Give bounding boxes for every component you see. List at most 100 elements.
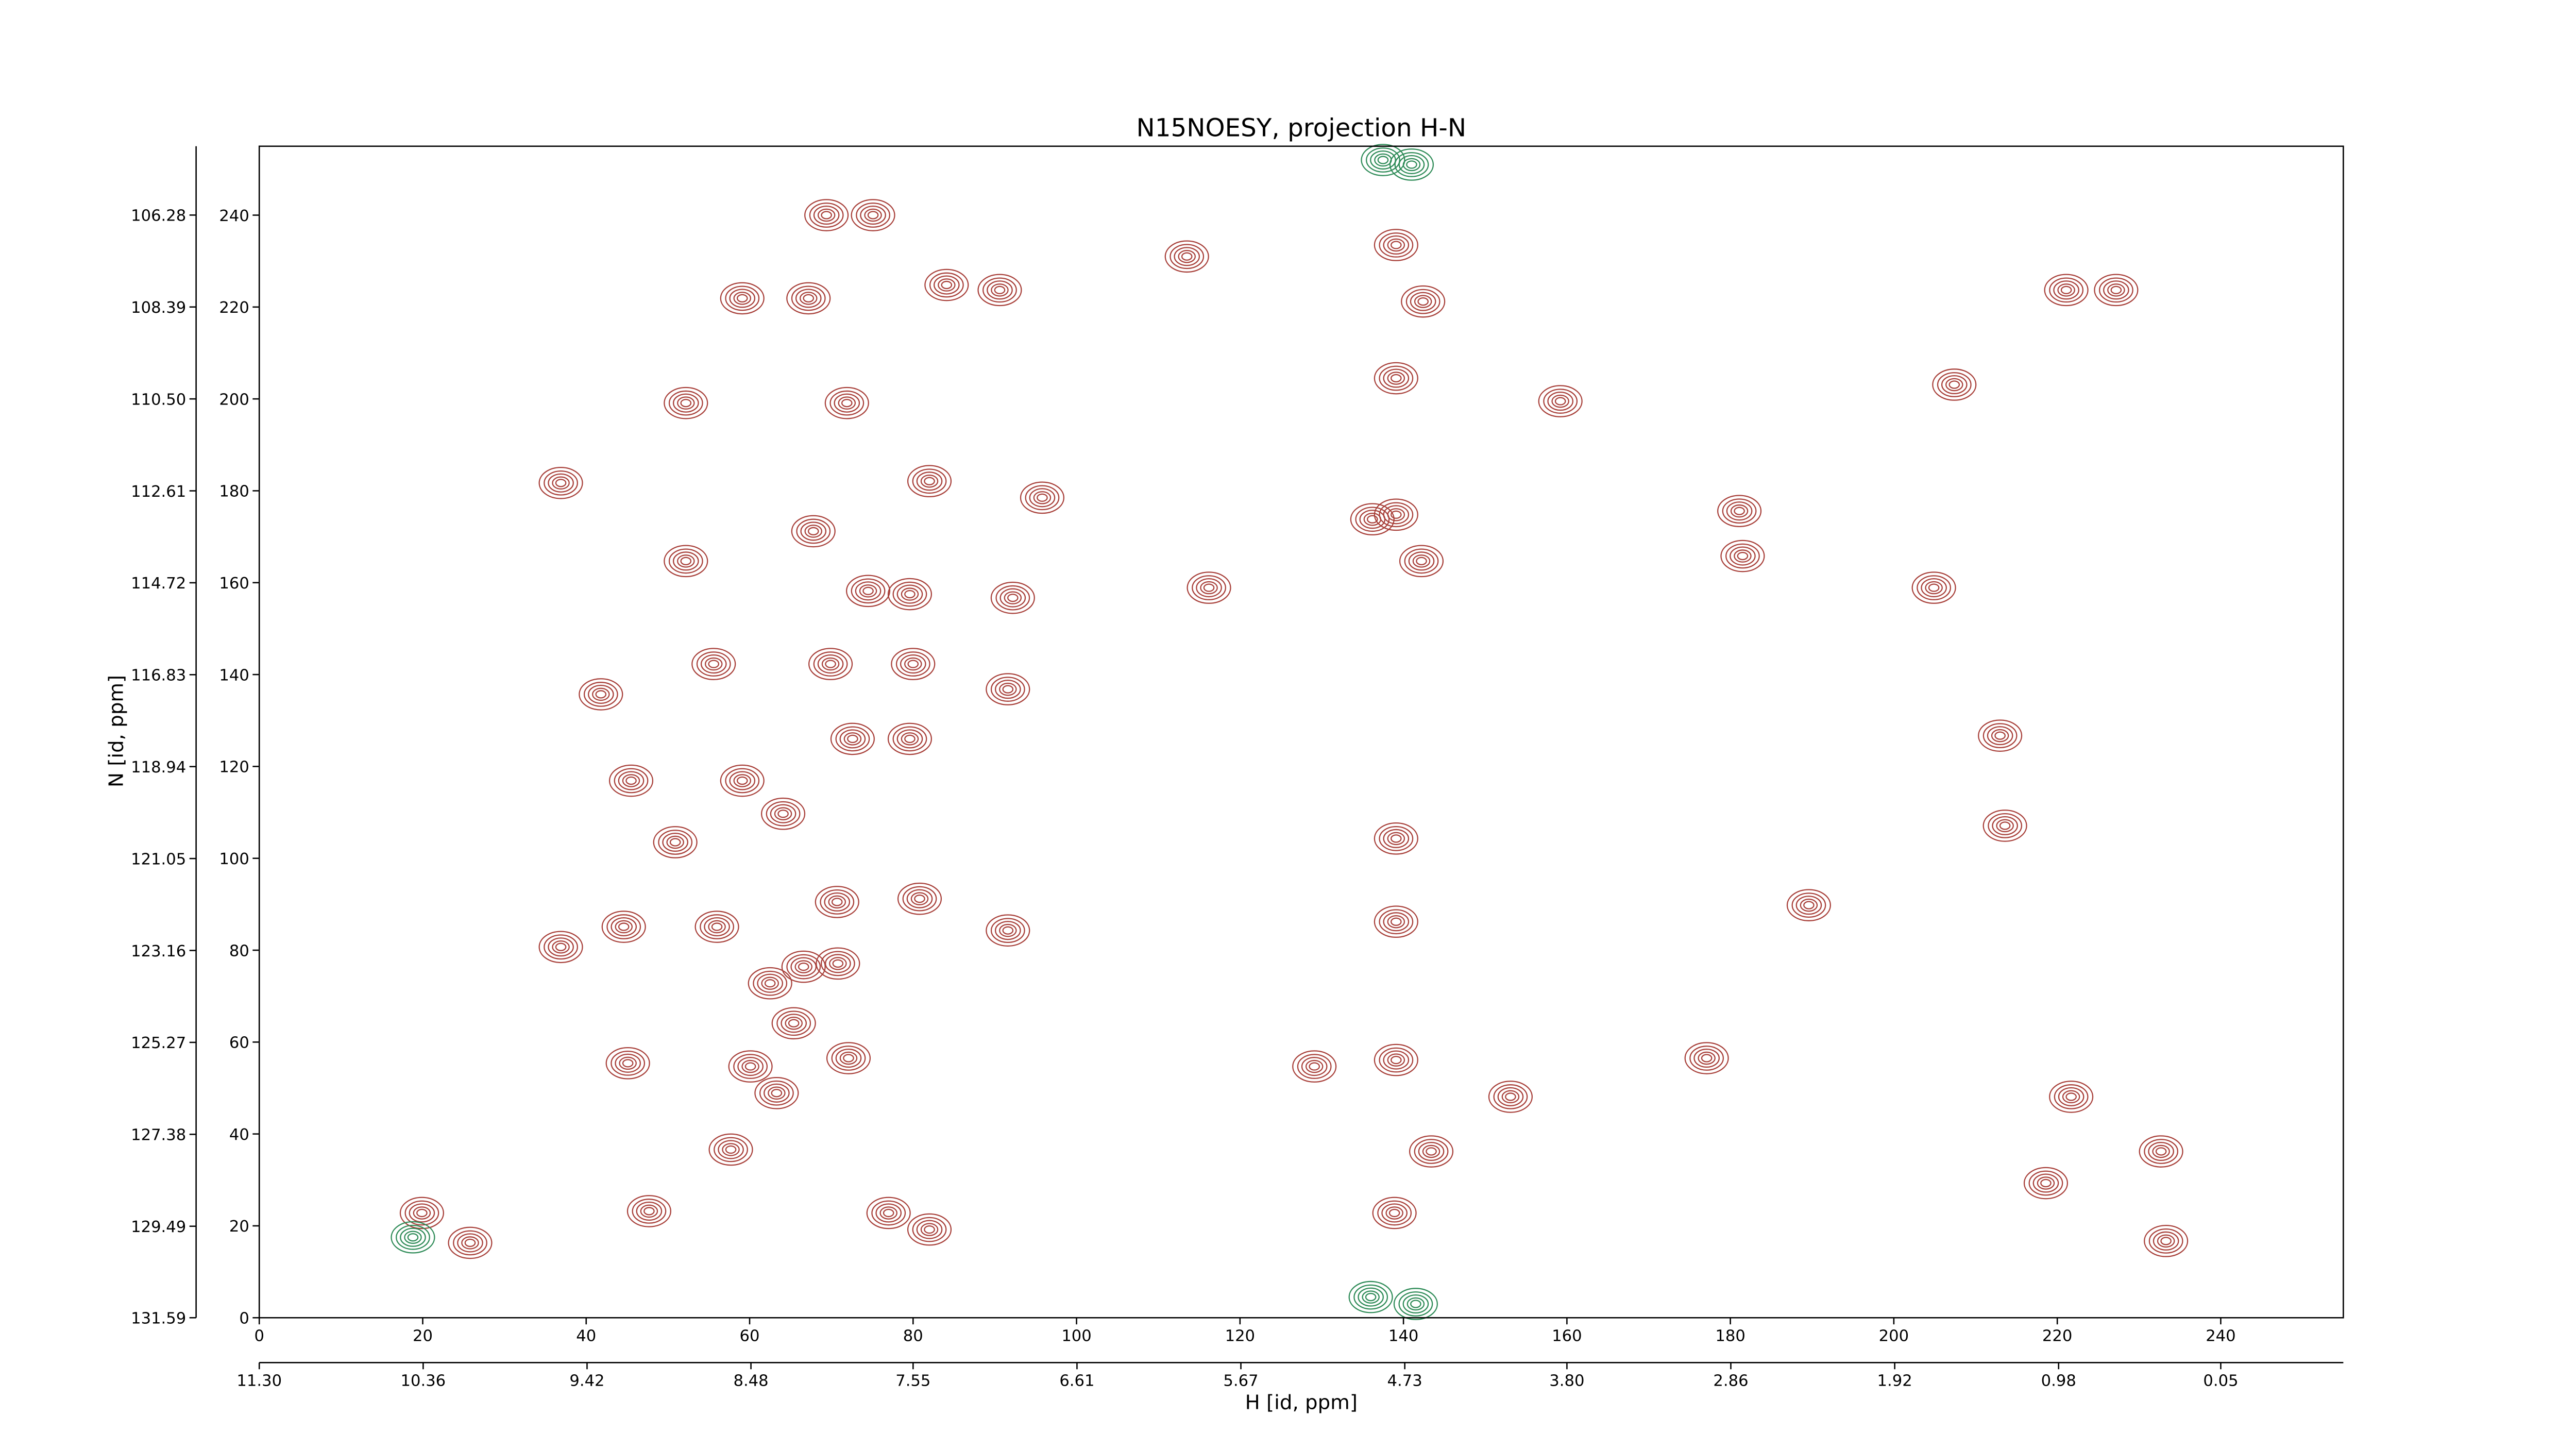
contour-ring bbox=[708, 920, 726, 934]
contour-ring bbox=[860, 205, 886, 225]
y-tick-label: 180 bbox=[219, 483, 249, 501]
contour-peak bbox=[608, 764, 654, 797]
contour-ring bbox=[2060, 285, 2072, 294]
contour-ring bbox=[1394, 152, 1429, 177]
contour-ring bbox=[704, 657, 723, 671]
contour-ring bbox=[790, 957, 817, 976]
contour-ring bbox=[1405, 289, 1440, 314]
contour-ring bbox=[832, 959, 844, 968]
contour-ring bbox=[1379, 232, 1414, 258]
contour-ring bbox=[826, 1042, 871, 1074]
contour-ring bbox=[704, 917, 730, 937]
contour-peak bbox=[1932, 368, 1977, 401]
contour-ring bbox=[632, 1199, 667, 1224]
contour-ring bbox=[2157, 1234, 2175, 1248]
contour-ring bbox=[733, 774, 752, 787]
contour-ring bbox=[1367, 515, 1378, 524]
contour-ring bbox=[728, 1050, 773, 1083]
contour-ring bbox=[729, 289, 756, 308]
contour-peak bbox=[907, 465, 952, 498]
x-tick-label: 100 bbox=[1061, 1327, 1091, 1345]
contour-peak bbox=[907, 1213, 952, 1246]
contour-peak bbox=[1911, 571, 1956, 604]
contour-peak bbox=[1374, 362, 1418, 395]
contour-ring bbox=[2053, 280, 2079, 300]
contour-ring bbox=[987, 280, 1013, 300]
contour-peak bbox=[816, 947, 860, 980]
contour-peak bbox=[1020, 481, 1065, 514]
y-tick-label: 0 bbox=[239, 1310, 249, 1328]
contour-ring bbox=[1170, 244, 1205, 269]
contour-ring bbox=[1734, 549, 1752, 563]
contour-ring bbox=[708, 660, 720, 668]
contour-peak bbox=[1374, 905, 1418, 938]
contour-peak bbox=[808, 648, 853, 680]
contour-ring bbox=[1377, 1200, 1412, 1226]
contour-ring bbox=[1374, 822, 1418, 855]
contour-ring bbox=[859, 584, 877, 598]
contour-ring bbox=[1409, 1135, 1454, 1168]
contour-ring bbox=[907, 660, 919, 668]
x2-tick-label: 3.80 bbox=[1549, 1372, 1584, 1390]
contour-ring bbox=[2144, 1139, 2179, 1164]
contour-ring bbox=[448, 1226, 493, 1259]
contour-ring bbox=[904, 589, 916, 599]
contour-ring bbox=[1174, 247, 1200, 266]
contour-ring bbox=[887, 578, 933, 611]
contour-ring bbox=[994, 680, 1021, 699]
x2-tick-label: 9.42 bbox=[569, 1372, 604, 1390]
y2-tick-label: 110.50 bbox=[131, 391, 186, 409]
contour-ring bbox=[2049, 277, 2084, 303]
contour-ring bbox=[711, 922, 723, 931]
contour-ring bbox=[1355, 507, 1390, 532]
contour-ring bbox=[1543, 389, 1578, 414]
y2-tick-label: 129.49 bbox=[131, 1218, 186, 1236]
contour-ring bbox=[668, 390, 703, 416]
y-tick-label: 60 bbox=[229, 1034, 249, 1052]
contour-ring bbox=[1422, 1144, 1440, 1158]
contour-peak bbox=[1717, 495, 1762, 527]
contour-ring bbox=[991, 283, 1009, 297]
y2-tick-label: 114.72 bbox=[131, 575, 186, 593]
contour-peak bbox=[1350, 503, 1395, 536]
contour-ring bbox=[1717, 495, 1762, 527]
contour-ring bbox=[1391, 510, 1402, 519]
contour-ring bbox=[413, 1206, 431, 1220]
contour-ring bbox=[1538, 385, 1583, 417]
contour-ring bbox=[1379, 826, 1414, 851]
contour-ring bbox=[729, 771, 756, 790]
contour-ring bbox=[786, 282, 831, 315]
contour-ring bbox=[896, 729, 923, 749]
contour-ring bbox=[830, 722, 875, 755]
y-axis-label: N [id, ppm] bbox=[105, 675, 128, 787]
contour-ring bbox=[892, 581, 927, 607]
contour-ring bbox=[1196, 578, 1222, 598]
contour-ring bbox=[677, 396, 695, 410]
contour-ring bbox=[808, 648, 853, 680]
contour-ring bbox=[544, 470, 578, 496]
contour-peak bbox=[761, 797, 806, 830]
x-axis-label: H [id, ppm] bbox=[1245, 1391, 1358, 1414]
contour-ring bbox=[875, 1203, 902, 1223]
contour-ring bbox=[897, 882, 942, 915]
x2-tick-label: 4.73 bbox=[1387, 1372, 1422, 1390]
contour-ring bbox=[938, 278, 956, 292]
contour-ring bbox=[1800, 898, 1818, 912]
contour-peak bbox=[1982, 810, 2027, 842]
contour-ring bbox=[409, 1203, 435, 1223]
contour-ring bbox=[725, 768, 760, 794]
contour-peak bbox=[664, 386, 708, 419]
contour-ring bbox=[1426, 1147, 1437, 1156]
contour-ring bbox=[1720, 540, 1765, 572]
contour-ring bbox=[902, 886, 937, 912]
contour-ring bbox=[841, 399, 853, 408]
contour-ring bbox=[1402, 1294, 1429, 1314]
contour-ring bbox=[1991, 729, 2009, 743]
contour-ring bbox=[1994, 731, 2006, 740]
contour-ring bbox=[1501, 1090, 1520, 1104]
contour-ring bbox=[916, 1220, 943, 1239]
contour-ring bbox=[791, 515, 836, 548]
contour-ring bbox=[1025, 485, 1060, 511]
contour-ring bbox=[864, 208, 882, 222]
